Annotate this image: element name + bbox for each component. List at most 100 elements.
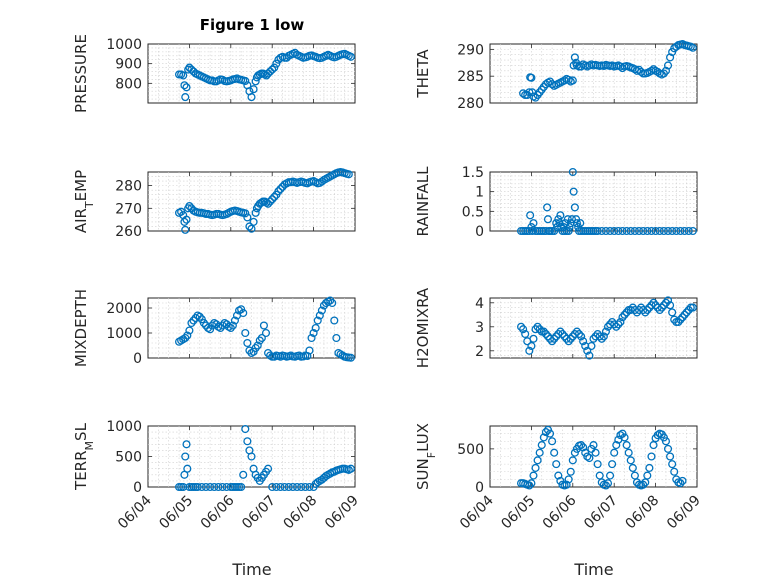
data-point bbox=[564, 75, 573, 84]
x-tick-label: 06/08 bbox=[623, 493, 663, 533]
data-point bbox=[649, 65, 658, 74]
data-point bbox=[313, 316, 322, 325]
data-point bbox=[643, 226, 652, 236]
data-point bbox=[206, 482, 215, 492]
data-point bbox=[550, 334, 559, 343]
data-point bbox=[543, 215, 553, 224]
data-point bbox=[182, 440, 191, 449]
data-point bbox=[595, 332, 604, 341]
data-point bbox=[533, 456, 542, 465]
data-point bbox=[259, 321, 268, 330]
data-point bbox=[579, 337, 588, 346]
data-point bbox=[230, 316, 239, 325]
data-point bbox=[593, 460, 602, 469]
x-axis-label-right: Time bbox=[573, 560, 613, 579]
series-markers bbox=[519, 39, 697, 102]
data-point bbox=[241, 424, 250, 434]
data-point bbox=[568, 76, 577, 85]
data-point bbox=[257, 333, 266, 343]
data-point bbox=[577, 441, 586, 450]
data-point bbox=[328, 298, 337, 308]
data-point bbox=[616, 317, 625, 327]
data-point bbox=[315, 311, 324, 320]
data-point bbox=[576, 219, 585, 228]
data-point bbox=[527, 73, 536, 82]
y-axis-label: SUNFLUX bbox=[414, 423, 438, 490]
data-point bbox=[630, 226, 639, 236]
y-tick-label: 280 bbox=[457, 96, 484, 112]
x-tick-label: 06/06 bbox=[540, 492, 580, 532]
data-point bbox=[541, 428, 550, 437]
subplot-theta: 280 285 290 THETA bbox=[414, 39, 698, 112]
data-point bbox=[682, 308, 691, 317]
data-point bbox=[253, 341, 262, 350]
data-point bbox=[647, 452, 656, 461]
y-tick-label: 2 bbox=[475, 344, 484, 360]
data-point bbox=[680, 226, 689, 236]
data-point bbox=[201, 482, 211, 492]
data-point bbox=[566, 467, 575, 476]
data-point bbox=[243, 338, 252, 348]
y-axis-label: THETA bbox=[414, 49, 432, 99]
data-point bbox=[593, 226, 602, 236]
x-tick-label: 06/07 bbox=[581, 493, 621, 533]
data-point bbox=[641, 308, 650, 317]
data-point bbox=[346, 353, 355, 362]
subplot-mixdepth: 0 1000 2000 MIXDEPTH bbox=[72, 289, 356, 367]
y-axis-label: MIXDEPTH bbox=[72, 289, 90, 367]
subplot-rainfall: 0 0.5 1 1.5 RAINFALL bbox=[414, 165, 698, 240]
data-point bbox=[309, 328, 318, 338]
data-point bbox=[276, 184, 285, 194]
data-point bbox=[612, 441, 621, 450]
data-point bbox=[527, 479, 536, 488]
data-point bbox=[183, 331, 192, 340]
y-axis-label: H2OMIXRA bbox=[414, 287, 432, 368]
data-point bbox=[541, 329, 550, 339]
x-tick-label: 06/09 bbox=[322, 493, 362, 533]
data-point bbox=[243, 213, 252, 222]
data-point bbox=[247, 93, 256, 102]
data-point bbox=[603, 479, 613, 488]
data-point bbox=[245, 222, 254, 231]
data-point bbox=[666, 301, 675, 310]
data-point bbox=[552, 219, 561, 228]
x-tick-label: 06/07 bbox=[239, 493, 279, 533]
data-point bbox=[672, 226, 681, 236]
data-point bbox=[550, 448, 559, 457]
data-point bbox=[262, 198, 271, 207]
data-point bbox=[688, 303, 697, 312]
data-point bbox=[272, 482, 281, 492]
data-point bbox=[525, 481, 534, 490]
data-point bbox=[688, 226, 697, 236]
data-point bbox=[663, 296, 673, 305]
data-point bbox=[516, 322, 526, 331]
x-tick-label: 06/05 bbox=[498, 493, 538, 533]
data-point bbox=[663, 61, 673, 70]
data-point bbox=[305, 482, 314, 492]
data-point bbox=[195, 312, 204, 321]
data-point bbox=[616, 431, 625, 440]
data-point bbox=[525, 88, 534, 97]
data-point bbox=[569, 187, 578, 196]
data-point bbox=[606, 471, 615, 480]
data-point bbox=[545, 429, 555, 438]
x-tick-label: 06/06 bbox=[198, 492, 238, 532]
data-point bbox=[655, 305, 664, 315]
data-point bbox=[521, 329, 530, 339]
data-point bbox=[620, 433, 629, 442]
series-markers bbox=[175, 424, 355, 492]
data-point bbox=[241, 209, 250, 218]
data-point bbox=[599, 332, 608, 341]
data-point bbox=[659, 226, 668, 236]
data-point bbox=[264, 199, 273, 208]
subplot-pressure: 800 900 1000 PRESSURE bbox=[72, 34, 356, 113]
data-point bbox=[185, 201, 194, 211]
y-tick-label: 1 bbox=[475, 185, 484, 201]
data-point bbox=[558, 329, 567, 339]
data-point bbox=[344, 170, 353, 179]
data-point bbox=[529, 471, 538, 480]
data-point bbox=[199, 318, 208, 328]
data-point bbox=[668, 308, 677, 317]
data-point bbox=[264, 464, 273, 473]
y-tick-label: 0 bbox=[475, 224, 484, 240]
